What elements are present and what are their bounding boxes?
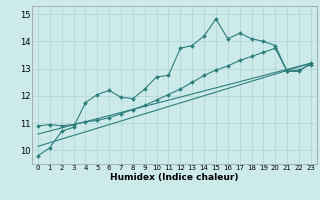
X-axis label: Humidex (Indice chaleur): Humidex (Indice chaleur) <box>110 173 239 182</box>
